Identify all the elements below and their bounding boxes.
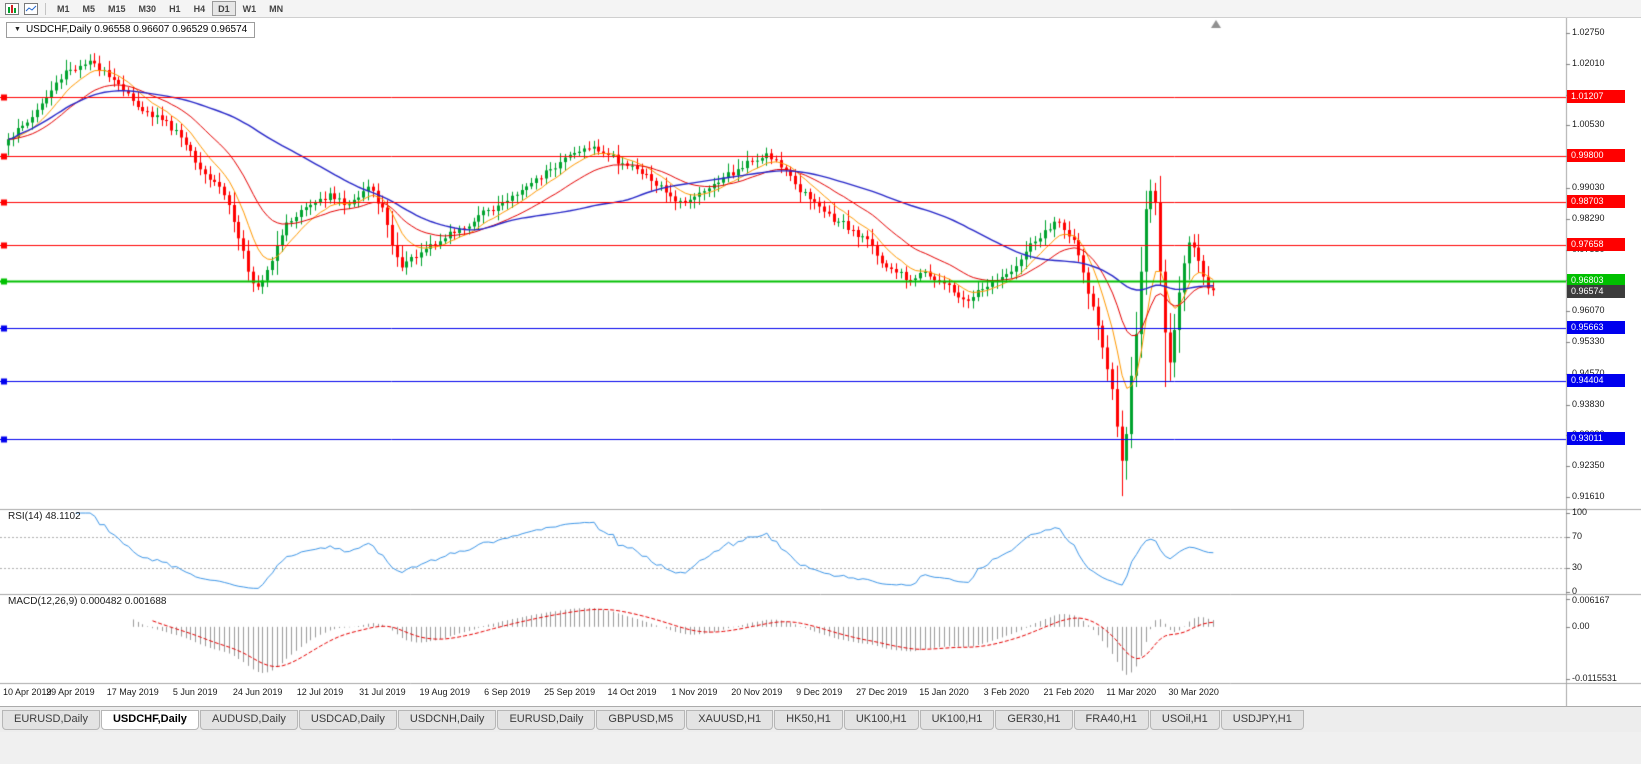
- date-axis-label: 12 Jul 2019: [296, 687, 344, 697]
- symbol-dropdown-icon[interactable]: ▼: [14, 26, 21, 33]
- chart-tab-bar: EURUSD,Daily USDCHF,Daily AUDUSD,Daily USDC…: [0, 706, 1641, 732]
- date-axis-label: 29 Apr 2019: [46, 687, 95, 697]
- macd-axis-label: 0.006167: [1572, 595, 1610, 605]
- date-axis-label: 24 Jun 2019: [232, 687, 283, 697]
- date-axis-label: 5 Jun 2019: [172, 687, 218, 697]
- price-axis-label: 0.93830: [1572, 398, 1605, 409]
- price-axis-label: 0.99030: [1572, 181, 1605, 192]
- chart-tab-usdjpy-h1-14[interactable]: USDJPY,H1: [1220, 710, 1304, 730]
- price-axis-label: 0.91610: [1572, 491, 1605, 501]
- date-axis-label: 20 Nov 2019: [731, 687, 783, 697]
- rsi-axis-label: 0: [1572, 586, 1578, 596]
- support-price-badge[interactable]: 0.95663: [1567, 321, 1625, 335]
- date-axis-label: 1 Nov 2019: [671, 687, 718, 697]
- date-axis-label: 19 Aug 2019: [419, 687, 471, 697]
- price-axis-label: 1.02750: [1572, 27, 1605, 37]
- pivot-price-badge[interactable]: 0.96803: [1567, 273, 1625, 287]
- candlestick-chart-icon[interactable]: [22, 2, 40, 16]
- chart-tab-uk100-h1-9[interactable]: UK100,H1: [843, 710, 919, 730]
- chart-window-icon[interactable]: [3, 2, 21, 16]
- rsi-axis-label: 100: [1572, 507, 1588, 517]
- chart-area[interactable]: ▼ USDCHF,Daily 0.96558 0.96607 0.96529 0…: [0, 18, 1641, 706]
- chart-tab-usdcad-daily-3[interactable]: USDCAD,Daily: [298, 710, 397, 730]
- date-axis-label: 10 Apr 2019: [3, 687, 52, 697]
- date-axis-label: 11 Mar 2020: [1106, 687, 1157, 697]
- rsi-axis-label: 70: [1572, 530, 1583, 541]
- chart-tab-usoil-h1-13[interactable]: USOil,H1: [1149, 710, 1220, 730]
- timeframe-button-m1[interactable]: M1: [51, 1, 76, 16]
- price-axis-label: 0.92350: [1572, 460, 1605, 471]
- timeframe-button-h1[interactable]: H1: [163, 1, 187, 16]
- date-axis-label: 9 Dec 2019: [796, 687, 843, 697]
- chart-tab-eurusd-daily-5[interactable]: EURUSD,Daily: [497, 710, 596, 730]
- chart-tab-audusd-daily-2[interactable]: AUDUSD,Daily: [199, 710, 298, 730]
- macd-indicator-label: MACD(12,26,9) 0.000482 0.001688: [8, 596, 167, 607]
- price-axis-label: 0.94570: [1572, 368, 1605, 378]
- date-axis-label: 30 Mar 2020: [1168, 687, 1219, 697]
- price-axis-label: 1.00530: [1572, 119, 1605, 130]
- resistance-price-badge[interactable]: 0.97658: [1567, 238, 1625, 252]
- price-axis-label: 0.95330: [1572, 336, 1605, 347]
- chart-tab-eurusd-daily-0[interactable]: EURUSD,Daily: [2, 710, 100, 730]
- chart-title: USDCHF,Daily 0.96558 0.96607 0.96529 0.9…: [25, 24, 248, 35]
- macd-axis-label: -0.0115531: [1572, 673, 1617, 683]
- toolbar-separator: [45, 2, 46, 15]
- rsi-axis-label: 30: [1572, 562, 1583, 573]
- price-axis-label: 0.98290: [1572, 212, 1605, 223]
- chart-tab-usdcnh-daily-4[interactable]: USDCNH,Daily: [397, 710, 497, 730]
- timeframe-button-h4[interactable]: H4: [188, 1, 212, 16]
- chart-tab-hk50-h1-8[interactable]: HK50,H1: [774, 710, 843, 730]
- chart-tab-uk100-h1-10[interactable]: UK100,H1: [919, 710, 995, 730]
- resistance-price-badge[interactable]: 1.01207: [1567, 90, 1625, 104]
- rsi-indicator-label: RSI(14) 48.1102: [8, 511, 81, 522]
- toolbar: M1 M5 M15 M30 H1 H4 D1 W1 MN: [0, 0, 1641, 18]
- window-background: [0, 732, 1641, 764]
- timeframe-button-m15[interactable]: M15: [102, 1, 132, 16]
- timeframe-button-m5[interactable]: M5: [77, 1, 102, 16]
- macd-axis-label: 0.00: [1572, 620, 1590, 631]
- chart-title-box: ▼ USDCHF,Daily 0.96558 0.96607 0.96529 0…: [6, 22, 256, 38]
- date-axis-label: 3 Feb 2020: [983, 687, 1030, 697]
- chart-tab-usdchf-daily-1[interactable]: USDCHF,Daily: [100, 710, 199, 730]
- chart-tab-ger30-h1-11[interactable]: GER30,H1: [995, 710, 1073, 730]
- date-axis-label: 27 Dec 2019: [856, 687, 908, 697]
- price-axis-label: 1.02010: [1572, 57, 1605, 68]
- support-price-badge[interactable]: 0.94404: [1567, 373, 1625, 387]
- timeframe-button-mn[interactable]: MN: [263, 1, 289, 16]
- price-axis-label: 0.96070: [1572, 305, 1605, 316]
- price-chart-canvas[interactable]: [0, 18, 1641, 706]
- timeframe-button-group: M1 M5 M15 M30 H1 H4 D1 W1 MN: [51, 1, 289, 16]
- chart-tab-xauusd-h1-7[interactable]: XAUUSD,H1: [686, 710, 774, 730]
- resistance-price-badge[interactable]: 0.98703: [1567, 194, 1625, 208]
- timeframe-button-w1[interactable]: W1: [237, 1, 263, 16]
- chart-overlay: 1.027501.020101.012701.005300.997900.990…: [0, 18, 1641, 706]
- date-axis-label: 25 Sep 2019: [544, 687, 596, 697]
- date-axis-label: 17 May 2019: [106, 687, 159, 697]
- date-axis-label: 6 Sep 2019: [484, 687, 531, 697]
- timeframe-button-d1[interactable]: D1: [212, 1, 236, 16]
- date-axis-label: 15 Jan 2020: [919, 687, 969, 697]
- current-price-badge: 0.96574: [1567, 285, 1625, 299]
- timeframe-button-m30[interactable]: M30: [133, 1, 163, 16]
- support-price-badge[interactable]: 0.93011: [1567, 431, 1625, 445]
- date-axis-label: 14 Oct 2019: [607, 687, 657, 697]
- date-axis-label: 31 Jul 2019: [359, 687, 406, 697]
- date-axis-label: 21 Feb 2020: [1043, 687, 1095, 697]
- chart-tab-gbpusd-m5-6[interactable]: GBPUSD,M5: [596, 710, 686, 730]
- resistance-price-badge[interactable]: 0.99800: [1567, 148, 1625, 162]
- chart-tab-fra40-h1-12[interactable]: FRA40,H1: [1073, 710, 1149, 730]
